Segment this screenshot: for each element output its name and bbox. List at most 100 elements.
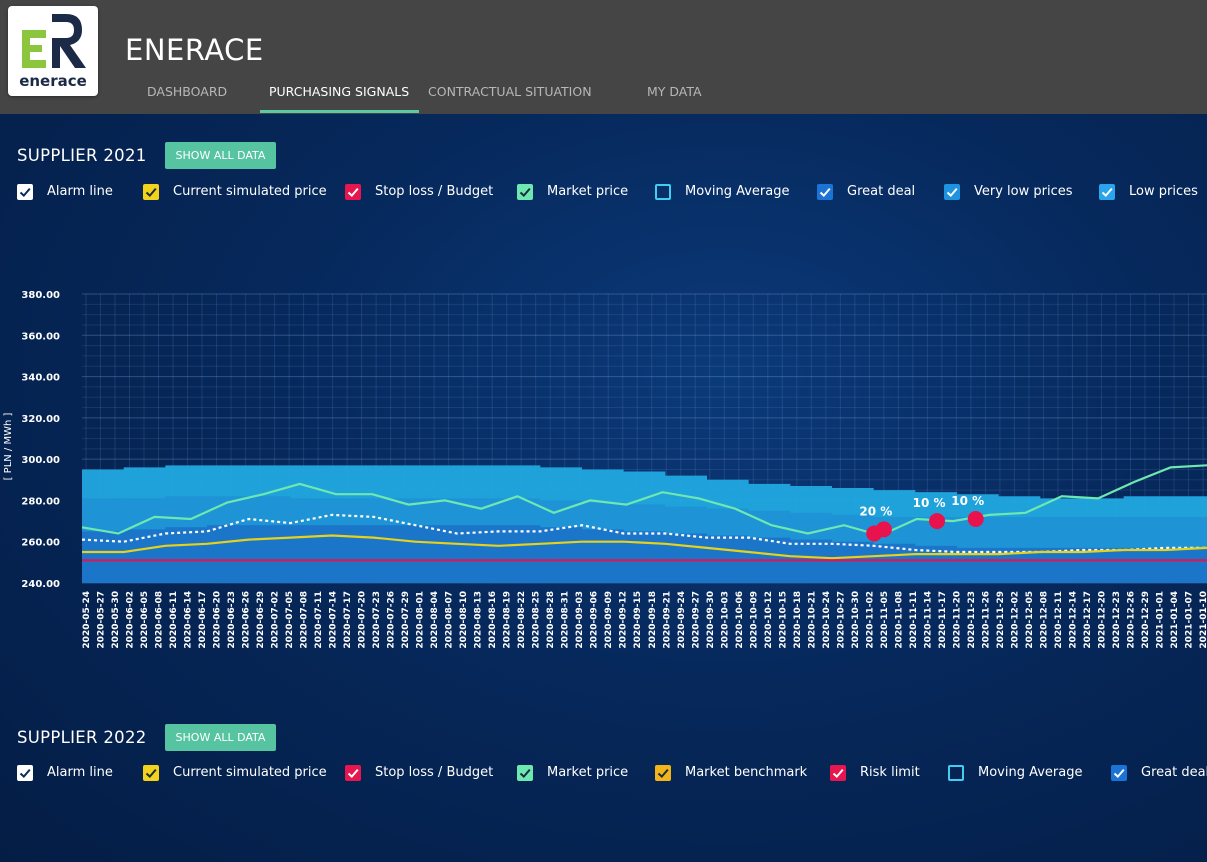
signal-label: 20 % [859,504,892,518]
x-tick-label: 2020-08-07 [445,591,455,649]
tab-my-data[interactable]: MY DATA [647,84,702,99]
x-tick-label: 2020-07-26 [387,591,397,649]
x-tick-label: 2020-12-17 [1083,591,1093,649]
checkbox-checked-icon[interactable] [655,765,671,781]
section-title-supplier-2021: SUPPLIER 2021 [17,146,147,165]
x-tick-label: 2020-08-01 [416,591,426,649]
checkbox-checked-icon[interactable] [17,184,33,200]
legend-supplier-2022: Alarm line Current simulated price Stop lo… [0,764,1207,784]
x-tick-label: 2020-07-05 [285,591,295,649]
legend-supplier-2021: Alarm line Current simulated price Stop lo… [0,183,1207,203]
x-tick-label: 2020-07-29 [401,591,411,649]
x-tick-label: 2020-06-26 [242,591,252,649]
x-tick-label: 2020-11-05 [880,591,890,649]
checkbox-checked-icon[interactable] [345,184,361,200]
x-tick-label: 2020-08-13 [474,591,484,649]
checkbox-checked-icon[interactable] [830,765,846,781]
checkbox-checked-icon[interactable] [143,765,159,781]
tab-dashboard[interactable]: DASHBOARD [147,84,228,99]
active-tab-indicator [260,110,419,113]
x-tick-label: 2020-09-12 [619,591,629,649]
x-tick-label: 2020-06-14 [184,591,194,649]
x-tick-label: 2020-07-11 [314,591,324,649]
x-tick-label: 2020-08-10 [459,591,469,649]
x-tick-label: 2020-10-30 [851,591,861,649]
checkbox-checked-icon[interactable] [517,184,533,200]
show-all-data-button[interactable]: SHOW ALL DATA [165,724,276,751]
app-title: ENERACE [125,33,264,67]
x-tick-label: 2020-11-08 [894,591,904,649]
x-tick-label: 2020-08-31 [561,591,571,649]
y-tick-label: 360.00 [21,331,60,342]
x-tick-label: 2020-11-26 [981,591,991,649]
checkbox-checked-icon[interactable] [345,765,361,781]
x-tick-label: 2020-11-11 [909,591,919,649]
legend-label: Market price [547,765,629,780]
x-tick-label: 2020-08-19 [503,591,513,649]
tab-contractual-situation[interactable]: CONTRACTUAL SITUATION [428,84,592,99]
checkbox-checked-icon[interactable] [817,184,833,200]
checkbox-checked-icon[interactable] [1099,184,1115,200]
x-tick-label: 2020-09-18 [648,591,658,649]
series-current-simulated-price [82,534,1207,560]
x-tick-label: 2020-05-24 [82,591,92,649]
checkbox-checked-icon[interactable] [17,765,33,781]
checkbox-unchecked-icon[interactable] [948,765,964,781]
x-tick-label: 2020-09-03 [575,591,585,649]
x-tick-label: 2020-09-21 [662,591,672,649]
checkbox-unchecked-icon[interactable] [655,184,671,200]
y-tick-label: 340.00 [21,373,60,384]
signal-label: 10 % [913,496,946,510]
legend-label: Low prices [1129,184,1198,199]
signal-marker [875,521,892,538]
legend-label: Moving Average [685,184,790,199]
signal-marker [929,513,946,530]
legend-label: Risk limit [860,765,920,780]
checkbox-checked-icon[interactable] [517,765,533,781]
tab-purchasing-signals[interactable]: PURCHASING SIGNALS [269,84,410,99]
x-tick-label: 2020-09-06 [590,591,600,649]
x-tick-label: 2020-09-09 [604,591,614,649]
signal-marker [967,511,984,528]
x-tick-label: 2020-12-26 [1126,591,1136,649]
checkbox-checked-icon[interactable] [143,184,159,200]
x-tick-label: 2020-10-12 [764,591,774,649]
x-tick-label: 2020-06-29 [256,591,266,649]
y-tick-label: 380.00 [21,290,60,301]
x-tick-label: 2020-10-27 [836,591,846,649]
legend-label: Current simulated price [173,184,327,199]
x-tick-label: 2020-07-08 [300,591,310,649]
signal-label: 10 % [951,494,984,508]
x-tick-label: 2020-11-02 [865,591,875,649]
x-tick-label: 2020-08-25 [532,591,542,649]
x-tick-label: 2020-07-02 [271,591,281,649]
x-tick-label: 2020-11-20 [952,591,962,649]
checkbox-checked-icon[interactable] [944,184,960,200]
x-tick-label: 2020-07-20 [358,591,368,649]
x-tick-label: 2021-01-04 [1170,591,1180,649]
x-tick-label: 2020-10-24 [822,591,832,649]
legend-label: Alarm line [47,765,113,780]
legend-label: Market benchmark [685,765,808,780]
y-tick-label: 300.00 [21,455,60,466]
x-tick-label: 2020-12-08 [1039,591,1049,649]
x-tick-label: 2021-01-01 [1155,591,1165,649]
legend-label: Moving Average [978,765,1083,780]
x-tick-label: 2021-01-10 [1199,591,1207,649]
x-tick-label: 2020-10-06 [735,591,745,649]
x-tick-label: 2020-10-21 [807,591,817,649]
x-tick-label: 2020-06-17 [198,591,208,649]
enerace-logo[interactable]: enerace [8,6,98,96]
checkbox-checked-icon[interactable] [1111,765,1127,781]
x-tick-label: 2020-09-24 [677,591,687,649]
y-tick-label: 240.00 [21,579,60,590]
legend-label: Alarm line [47,184,113,199]
x-tick-label: 2020-06-08 [155,591,165,649]
y-axis-label: [ PLN / MWh ] [3,412,14,480]
y-tick-label: 260.00 [21,538,60,549]
legend-label: Great deal [1141,765,1207,780]
x-tick-label: 2020-08-28 [546,591,556,649]
x-tick-label: 2020-09-27 [691,591,701,649]
x-tick-label: 2020-11-29 [996,591,1006,649]
show-all-data-button[interactable]: SHOW ALL DATA [165,142,276,169]
